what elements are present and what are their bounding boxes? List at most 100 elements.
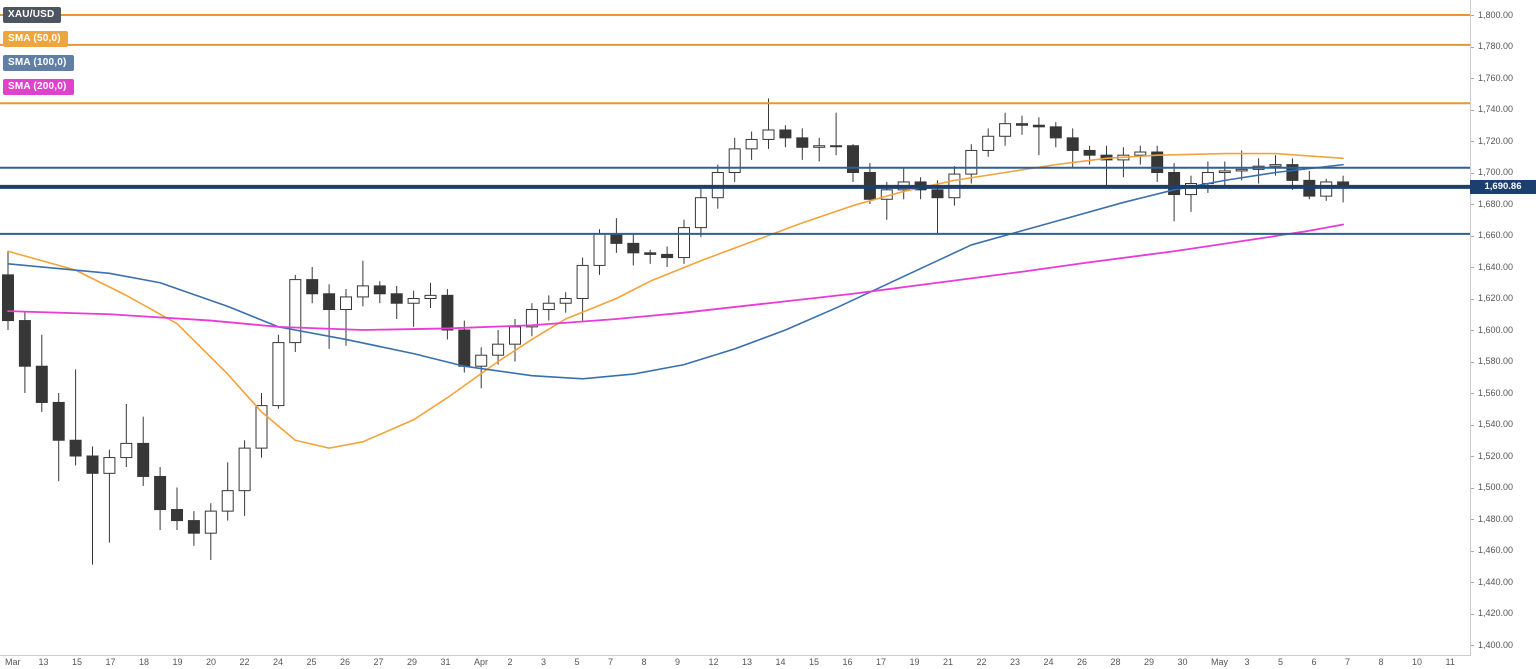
candle-body (509, 326, 521, 345)
candle-body (1066, 137, 1079, 151)
price-axis-label: 1,740.00 (1478, 104, 1514, 114)
time-axis-label: 17 (105, 657, 116, 667)
price-axis-tick (1471, 393, 1474, 394)
price-axis[interactable]: 1,800.00 1,780.00 1,760.00 1,740.00 1,720.00… (1471, 0, 1536, 655)
candle-body (356, 285, 369, 298)
time-axis-label: 3 (1244, 657, 1250, 667)
price-axis-label: 1,680.00 (1478, 198, 1514, 209)
time-axis-label: 15 (809, 657, 820, 667)
candle-body (678, 227, 690, 259)
time-axis-label: 6 (1311, 657, 1317, 667)
price-axis-tick (1471, 141, 1474, 142)
price-axis-label: 1,500.00 (1478, 482, 1514, 492)
candle-body (69, 439, 82, 457)
candle-body (1185, 183, 1197, 196)
time-axis-label: 24 (1043, 657, 1054, 667)
candle-body (1218, 170, 1231, 174)
sma200-line (7, 223, 1344, 331)
time-axis-label: 27 (373, 657, 384, 667)
candle-body (238, 447, 251, 492)
candle-body (1049, 126, 1062, 139)
candle-body (120, 442, 133, 459)
candle-body (576, 264, 589, 299)
time-axis-label: 12 (708, 657, 719, 667)
time-axis-label: May (1211, 657, 1229, 667)
time-axis-label: 5 (574, 657, 580, 667)
time-axis-label: 8 (641, 657, 647, 667)
price-axis-tick (1471, 613, 1474, 615)
price-axis-label: 1,420.00 (1478, 608, 1514, 618)
price-axis-label: 1,640.00 (1478, 261, 1514, 272)
candle-body (559, 298, 572, 304)
candle-body (694, 197, 707, 229)
time-axis-label: 13 (38, 657, 49, 667)
time-axis-label: 15 (72, 657, 83, 667)
time-axis[interactable]: Mar 13 15 17 18 19 20 22 24 25 26 27 29 31 Apr 2 3 5 7 8 9 12… (0, 657, 1470, 669)
candle-body (1032, 124, 1045, 128)
candle-body (340, 296, 352, 311)
candle-body (1083, 149, 1096, 156)
candle-body (390, 293, 403, 304)
candle-body (796, 137, 809, 148)
candle-body (171, 509, 183, 522)
candle-body (1201, 172, 1214, 185)
price-axis-label: 1,560.00 (1478, 387, 1514, 398)
price-axis-tick (1471, 46, 1474, 48)
price-axis-label: 1,760.00 (1478, 72, 1514, 83)
candle-body (847, 145, 859, 174)
price-axis-label: 1,800.00 (1478, 9, 1514, 20)
candle-body (999, 123, 1012, 137)
sma50-badge[interactable]: SMA (50,0) (3, 31, 68, 47)
price-axis-label: 1,480.00 (1478, 513, 1514, 524)
candle-body (52, 401, 65, 441)
chart-canvas[interactable] (0, 0, 1470, 655)
candle-body (525, 309, 538, 328)
chart-plot-area[interactable]: XAU/USD SMA (50,0) SMA (100,0) SMA (200,… (0, 0, 1471, 656)
candle-body (187, 520, 200, 534)
price-axis-tick (1471, 487, 1474, 489)
sma200-badge[interactable]: SMA (200,0) (3, 79, 74, 95)
candle-body (779, 129, 792, 139)
candle-body (1151, 151, 1164, 173)
candle-body (373, 285, 386, 295)
candle-body (965, 149, 978, 175)
candle-body (221, 490, 234, 512)
sma100-badge[interactable]: SMA (100,0) (3, 55, 74, 71)
candle-body (931, 189, 944, 199)
time-axis-label: 2 (507, 657, 513, 667)
time-axis-label: 10 (1412, 657, 1423, 667)
time-axis-label: 26 (1077, 657, 1088, 667)
candle-body (424, 294, 437, 300)
time-axis-label: 11 (1445, 657, 1455, 667)
price-axis-tick (1471, 204, 1474, 205)
price-axis-label: 1,720.00 (1478, 135, 1514, 146)
candle-body (458, 329, 471, 367)
price-axis-label: 1,440.00 (1478, 576, 1514, 587)
candle-body (407, 298, 420, 304)
time-axis-label: 22 (239, 657, 250, 667)
candle-body (154, 475, 167, 511)
price-axis-label: 1,520.00 (1478, 450, 1514, 461)
symbol-badge[interactable]: XAU/USD (3, 7, 62, 23)
time-axis-label: 23 (1010, 657, 1021, 667)
current-price-badge: 1,690.86 (1470, 179, 1536, 194)
candle-body (18, 320, 31, 367)
price-axis-label: 1,700.00 (1478, 167, 1514, 177)
time-axis-label: 7 (1345, 657, 1351, 667)
candle-body (813, 145, 826, 148)
time-axis-label: 19 (909, 657, 920, 667)
price-axis-label: 1,780.00 (1478, 41, 1514, 51)
candle-body (441, 294, 454, 331)
candle-body (1235, 168, 1248, 172)
price-axis-tick (1471, 109, 1474, 111)
legend: XAU/USD SMA (50,0) SMA (100,0) SMA (200,… (3, 7, 74, 103)
time-axis-label: 29 (407, 657, 418, 667)
price-axis-tick (1471, 361, 1474, 363)
candle-body (745, 138, 758, 150)
candle-body (982, 135, 995, 151)
price-axis-tick (1471, 519, 1474, 520)
candle-body (627, 242, 640, 254)
price-axis-tick (1471, 267, 1474, 268)
candle-body (830, 145, 843, 148)
